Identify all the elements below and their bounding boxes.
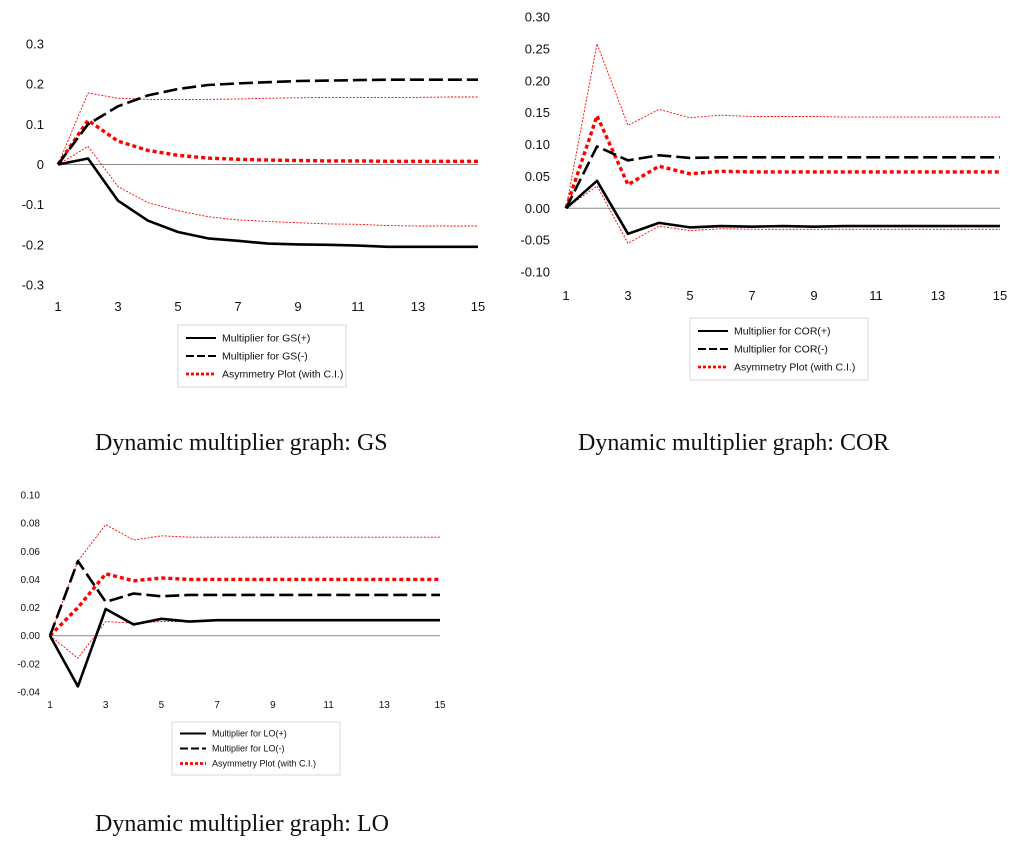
- lo-y-tick-label: -0.04: [17, 688, 40, 699]
- lo-x-tick-label: 13: [379, 700, 391, 711]
- chart-cor-svg: 0.300.250.200.150.100.050.00-0.05-0.101 3…: [520, 10, 1007, 381]
- cor-legend-label: Asymmetry Plot (with C.I.): [734, 362, 855, 374]
- cor-positive-multiplier-line: [565, 179, 1000, 236]
- lo-x-tick-label: 11: [323, 700, 334, 711]
- gs-y-tick-label: 0.2: [26, 77, 44, 92]
- lo-legend-label: Multiplier for LO(+): [212, 729, 287, 739]
- cor-ci-upper-line: [565, 43, 1000, 209]
- lo-x-tick-label: 3: [103, 700, 109, 711]
- gs-y-tick-label: -0.3: [22, 278, 44, 293]
- gs-x-tick-label: 9: [294, 299, 301, 314]
- lo-x-tick-label: 7: [214, 700, 220, 711]
- gs-legend-label: Asymmetry Plot (with C.I.): [222, 369, 343, 381]
- cor-legend-label: Multiplier for COR(-): [734, 344, 828, 356]
- gs-x-tick-label: 5: [174, 299, 181, 314]
- cor-x-tick-label: 11: [869, 288, 883, 303]
- caption-lo: Dynamic multiplier graph: LO: [95, 811, 389, 837]
- gs-legend-box: [177, 324, 347, 388]
- lo-y-tick-label: 0.00: [21, 631, 41, 642]
- cor-y-tick-label: 0.10: [525, 137, 550, 152]
- gs-x-tick-label: 13: [411, 299, 425, 314]
- cor-x-tick-label: 3: [624, 288, 631, 303]
- lo-x-tick-label: 15: [434, 700, 446, 711]
- gs-negative-multiplier-line: [56, 78, 478, 166]
- lo-ci-upper-line: [49, 524, 440, 636]
- lo-x-tick-label: 1: [47, 700, 53, 711]
- lo-x-tick-label: 5: [159, 700, 165, 711]
- gs-ci-lower-line: [57, 145, 478, 227]
- gs-x-tick-label: 3: [114, 299, 121, 314]
- gs-y-tick-label: 0.1: [26, 117, 44, 132]
- cor-y-tick-label: -0.10: [520, 265, 550, 280]
- caption-cor: Dynamic multiplier graph: COR: [578, 430, 890, 456]
- lo-legend-label: Multiplier for LO(-): [212, 744, 285, 754]
- cor-x-tick-label: 1: [562, 288, 569, 303]
- cor-y-tick-label: -0.05: [520, 233, 550, 248]
- chart-gs-svg: 0.30.20.10-0.1-0.2-0.31 3 5 7 9 11 13 15Multipl…: [22, 37, 485, 388]
- lo-negative-multiplier-line: [48, 559, 440, 637]
- gs-x-tick-label: 11: [351, 299, 365, 314]
- lo-y-tick-label: -0.02: [17, 659, 40, 670]
- cor-ci-lower-line: [565, 185, 1000, 244]
- cor-legend-box: [689, 317, 869, 381]
- cor-legend-label: Multiplier for COR(+): [734, 326, 831, 338]
- gs-asymmetry-line: [56, 118, 478, 166]
- cor-y-tick-label: 0.05: [525, 169, 550, 184]
- lo-positive-multiplier-line: [48, 607, 440, 688]
- gs-ci-upper-line: [57, 92, 478, 165]
- lo-legend-box: [171, 721, 341, 776]
- lo-y-tick-label: 0.02: [21, 603, 41, 614]
- cor-x-tick-label: 13: [931, 288, 945, 303]
- lo-y-tick-label: 0.06: [21, 547, 41, 558]
- chart-gs: 0.3 0.2 0.1 0 -0.1 -0.2 -0.3 1 3 5 7 9 11 13 15 Multipl…: [0, 0, 500, 400]
- lo-asymmetry-line: [48, 572, 440, 637]
- caption-gs: Dynamic multiplier graph: GS: [95, 430, 388, 456]
- cor-y-tick-label: 0.25: [525, 41, 550, 56]
- gs-y-tick-label: 0.3: [26, 37, 44, 52]
- gs-x-tick-label: 7: [234, 299, 241, 314]
- gs-y-tick-label: 0: [37, 157, 44, 172]
- chart-lo: 0.10 0.08 0.06 0.04 0.02 0.00 -0.02 -0.04 1 3 5 7 9 1…: [0, 480, 460, 800]
- cor-x-tick-label: 15: [993, 288, 1007, 303]
- gs-legend-label: Multiplier for GS(-): [222, 351, 308, 363]
- cor-y-tick-label: 0.00: [525, 201, 550, 216]
- lo-y-tick-label: 0.10: [21, 491, 41, 502]
- gs-y-tick-label: -0.2: [22, 237, 44, 252]
- cor-y-tick-label: 0.15: [525, 105, 550, 120]
- cor-x-tick-label: 5: [686, 288, 693, 303]
- cor-negative-multiplier-line: [564, 145, 1000, 209]
- gs-legend-label: Multiplier for GS(+): [222, 333, 310, 345]
- gs-y-tick-label: -0.1: [22, 197, 44, 212]
- chart-cor: 0.30 0.25 0.20 0.15 0.10 0.05 0.00 -0.05 -0.10 1 3…: [500, 0, 1012, 410]
- cor-asymmetry-line: [564, 114, 1000, 209]
- lo-y-tick-label: 0.08: [21, 519, 41, 530]
- lo-y-tick-label: 0.04: [21, 575, 41, 586]
- lo-x-tick-label: 9: [270, 700, 276, 711]
- gs-x-tick-label: 15: [471, 299, 485, 314]
- gs-x-tick-label: 1: [54, 299, 61, 314]
- lo-ci-lower-line: [49, 619, 440, 659]
- cor-y-tick-label: 0.30: [525, 10, 550, 25]
- cor-x-tick-label: 7: [748, 288, 755, 303]
- lo-legend-label: Asymmetry Plot (with C.I.): [212, 759, 316, 769]
- gs-positive-multiplier-line: [57, 157, 478, 249]
- cor-y-tick-label: 0.20: [525, 73, 550, 88]
- chart-lo-svg: 0.100.080.060.040.020.00-0.02-0.041 3 5 7 9 1…: [17, 491, 446, 776]
- cor-x-tick-label: 9: [810, 288, 817, 303]
